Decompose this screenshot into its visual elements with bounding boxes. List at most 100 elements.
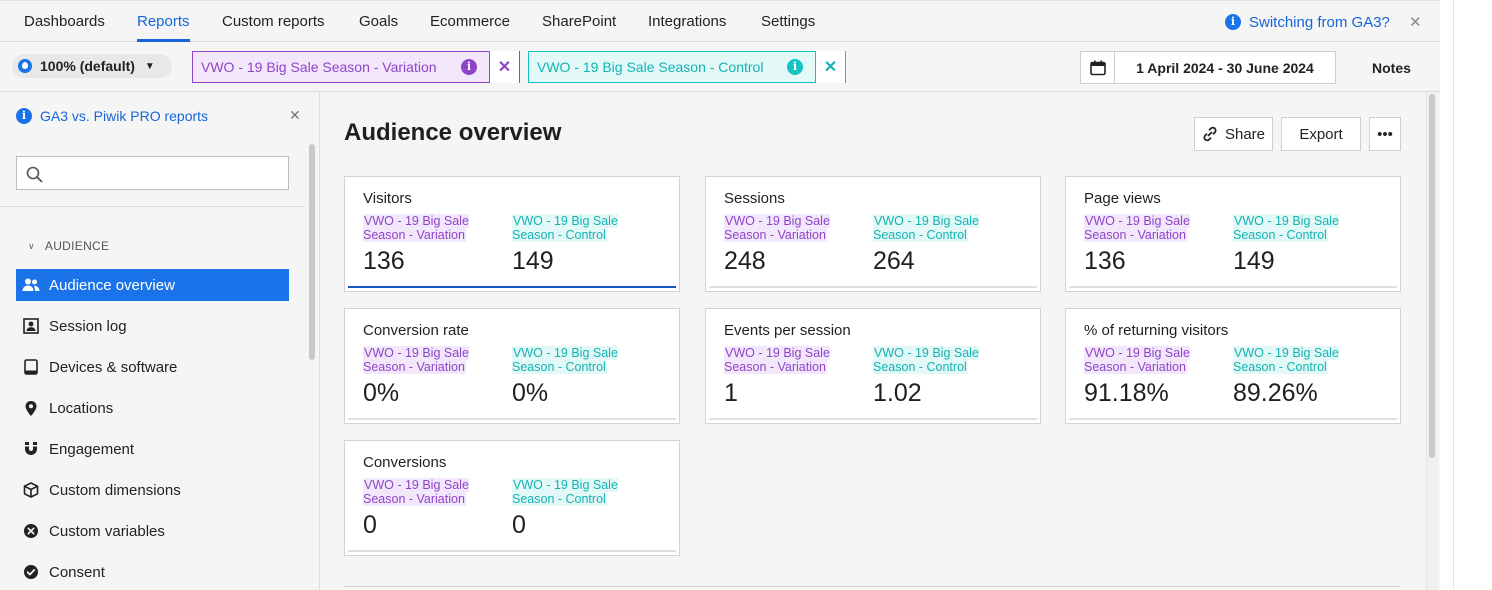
card-divider bbox=[348, 418, 676, 420]
magnet-icon bbox=[22, 440, 40, 458]
metric-card-conversion-rate[interactable]: Conversion rate VWO - 19 Big Sale Season… bbox=[344, 308, 680, 424]
sidebar-item-label: Custom dimensions bbox=[49, 481, 181, 499]
date-range-label: 1 April 2024 - 30 June 2024 bbox=[1136, 59, 1314, 76]
close-icon[interactable]: ✕ bbox=[815, 51, 845, 83]
sampling-label: 100% (default) bbox=[40, 58, 135, 74]
sidebar-item-label: Session log bbox=[49, 317, 127, 335]
tab-reports[interactable]: Reports bbox=[137, 1, 190, 42]
metric-card-conversions[interactable]: Conversions VWO - 19 Big Sale Season - V… bbox=[344, 440, 680, 556]
card-title: Visitors bbox=[363, 190, 412, 207]
segment-tag-variation: VWO - 19 Big Sale Season - Variation bbox=[363, 478, 469, 506]
card-title: Conversion rate bbox=[363, 322, 469, 339]
sidebar-item-locations[interactable]: Locations bbox=[16, 392, 289, 424]
person-card-icon bbox=[22, 317, 40, 335]
share-button[interactable]: Share bbox=[1194, 117, 1273, 151]
card-divider bbox=[709, 418, 1037, 420]
droplet-icon bbox=[18, 59, 32, 73]
sidebar-item-label: Custom variables bbox=[49, 522, 165, 540]
sampling-dropdown[interactable]: 100% (default) ▼ bbox=[12, 54, 172, 78]
divider bbox=[1453, 0, 1454, 590]
close-icon[interactable]: ✕ bbox=[289, 107, 301, 123]
variation-value: 136 bbox=[363, 247, 405, 275]
control-value: 264 bbox=[873, 247, 915, 275]
info-icon[interactable]: i bbox=[461, 59, 477, 75]
more-options-button[interactable]: ••• bbox=[1369, 117, 1401, 151]
ga3-reports-link[interactable]: i GA3 vs. Piwik PRO reports bbox=[16, 108, 208, 124]
card-title: Page views bbox=[1084, 190, 1161, 207]
sidebar-item-devices-software[interactable]: Devices & software bbox=[16, 351, 289, 383]
sidebar-item-engagement[interactable]: Engagement bbox=[16, 433, 289, 465]
segment-tag-control: VWO - 19 Big Sale Season - Control bbox=[1233, 214, 1339, 242]
control-value: 0 bbox=[512, 511, 526, 539]
sidebar-item-consent[interactable]: Consent bbox=[16, 556, 289, 588]
card-divider bbox=[348, 550, 676, 552]
sidebar-scrollbar[interactable] bbox=[309, 144, 315, 360]
users-icon bbox=[22, 276, 40, 294]
metric-card-page-views[interactable]: Page views VWO - 19 Big Sale Season - Va… bbox=[1065, 176, 1401, 292]
variation-value: 0% bbox=[363, 379, 400, 407]
tab-ecommerce[interactable]: Ecommerce bbox=[430, 13, 511, 30]
sidebar-item-label: Locations bbox=[49, 399, 114, 417]
tab-settings[interactable]: Settings bbox=[761, 13, 816, 30]
sidebar-item-session-log[interactable]: Session log bbox=[16, 310, 289, 342]
tab-custom-reports[interactable]: Custom reports bbox=[222, 13, 325, 30]
control-value: 149 bbox=[1233, 247, 1275, 275]
filter-bar: 100% (default) ▼ VWO - 19 Big Sale Seaso… bbox=[0, 42, 1440, 92]
notes-button[interactable]: Notes bbox=[1372, 60, 1411, 76]
variation-value: 1 bbox=[724, 379, 738, 407]
card-divider bbox=[1069, 418, 1397, 420]
segment-tag-variation: VWO - 19 Big Sale Season - Variation bbox=[1084, 214, 1190, 242]
segment-tag-variation: VWO - 19 Big Sale Season - Variation bbox=[363, 346, 469, 374]
control-value: 1.02 bbox=[873, 379, 922, 407]
segment-tag-control: VWO - 19 Big Sale Season - Control bbox=[512, 214, 618, 242]
variation-value: 248 bbox=[724, 247, 766, 275]
control-value: 89.26% bbox=[1233, 379, 1318, 407]
metric-card-events-per-session[interactable]: Events per session VWO - 19 Big Sale Sea… bbox=[705, 308, 1041, 424]
metric-card-visitors[interactable]: Visitors VWO - 19 Big Sale Season - Vari… bbox=[344, 176, 680, 292]
link-icon bbox=[1203, 126, 1217, 142]
segment-tag-control: VWO - 19 Big Sale Season - Control bbox=[873, 346, 979, 374]
card-title: Conversions bbox=[363, 454, 447, 471]
tab-integrations[interactable]: Integrations bbox=[648, 13, 727, 30]
sidebar-section-audience[interactable]: ∨ AUDIENCE bbox=[28, 239, 109, 253]
close-icon[interactable]: ✕ bbox=[1409, 14, 1422, 31]
segment-tag-variation: VWO - 19 Big Sale Season - Variation bbox=[363, 214, 469, 242]
sidebar-section-label: AUDIENCE bbox=[44, 239, 110, 253]
next-section-edge bbox=[344, 586, 1401, 587]
tab-dashboards[interactable]: Dashboards bbox=[24, 13, 105, 30]
app-window: Dashboards Reports Custom reports Goals … bbox=[0, 0, 1440, 590]
metric-card-returning-visitors[interactable]: % of returning visitors VWO - 19 Big Sal… bbox=[1065, 308, 1401, 424]
date-range-picker[interactable]: 1 April 2024 - 30 June 2024 bbox=[1080, 51, 1336, 84]
cube-icon bbox=[22, 481, 40, 499]
tab-sharepoint[interactable]: SharePoint bbox=[542, 13, 617, 30]
info-icon: i bbox=[16, 108, 32, 124]
info-icon[interactable]: i bbox=[787, 59, 803, 75]
ga3-switch-label: Switching from GA3? bbox=[1249, 13, 1390, 31]
metric-card-sessions[interactable]: Sessions VWO - 19 Big Sale Season - Vari… bbox=[705, 176, 1041, 292]
divider bbox=[0, 206, 305, 207]
ga3-switch-link[interactable]: i Switching from GA3? bbox=[1225, 12, 1390, 32]
segment-tag-control: VWO - 19 Big Sale Season - Control bbox=[512, 478, 618, 506]
main-content: Audience overview Share Export ••• Visit… bbox=[320, 92, 1440, 590]
search-input[interactable] bbox=[16, 156, 289, 190]
segment-variation-chip[interactable]: VWO - 19 Big Sale Season - Variation i ✕ bbox=[192, 51, 520, 83]
segment-variation-label: VWO - 19 Big Sale Season - Variation bbox=[201, 59, 437, 75]
sidebar-item-custom-dimensions[interactable]: Custom dimensions bbox=[16, 474, 289, 506]
check-circle-icon bbox=[22, 563, 40, 581]
sidebar-item-custom-variables[interactable]: Custom variables bbox=[16, 515, 289, 547]
sidebar-item-label: Consent bbox=[49, 563, 105, 581]
export-button[interactable]: Export bbox=[1281, 117, 1361, 151]
segment-tag-variation: VWO - 19 Big Sale Season - Variation bbox=[724, 214, 830, 242]
x-circle-icon bbox=[22, 522, 40, 540]
segment-control-chip[interactable]: VWO - 19 Big Sale Season - Control i ✕ bbox=[528, 51, 846, 83]
active-indicator bbox=[348, 286, 676, 288]
segment-tag-control: VWO - 19 Big Sale Season - Control bbox=[1233, 346, 1339, 374]
main-scrollbar[interactable] bbox=[1429, 94, 1435, 458]
chevron-down-icon: ∨ bbox=[28, 240, 35, 251]
share-label: Share bbox=[1224, 125, 1266, 143]
tab-goals[interactable]: Goals bbox=[359, 13, 399, 30]
control-value: 149 bbox=[512, 247, 554, 275]
ga3-reports-label: GA3 vs. Piwik PRO reports bbox=[40, 108, 209, 124]
close-icon[interactable]: ✕ bbox=[489, 51, 519, 83]
sidebar-item-audience-overview[interactable]: Audience overview bbox=[16, 269, 289, 301]
